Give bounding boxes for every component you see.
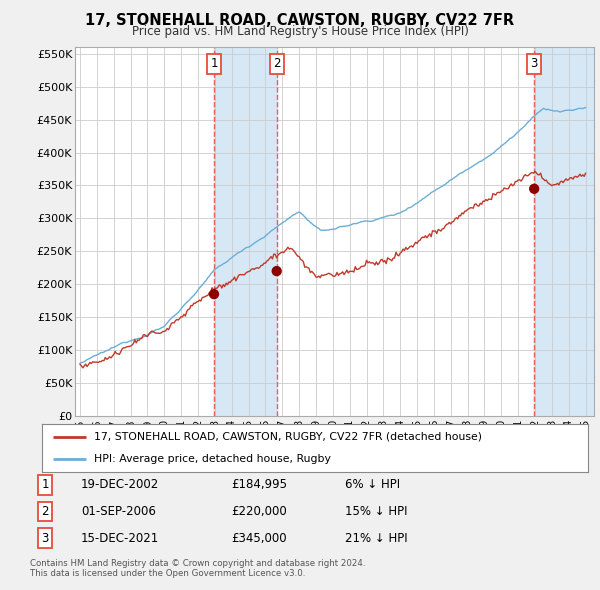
Bar xyxy=(214,47,277,416)
Point xyxy=(529,184,539,194)
Bar xyxy=(534,47,594,416)
Text: 17, STONEHALL ROAD, CAWSTON, RUGBY, CV22 7FR (detached house): 17, STONEHALL ROAD, CAWSTON, RUGBY, CV22… xyxy=(94,432,482,442)
Text: 2: 2 xyxy=(41,505,49,518)
Text: £220,000: £220,000 xyxy=(231,505,287,518)
Text: 15-DEC-2021: 15-DEC-2021 xyxy=(81,532,159,545)
Text: Contains HM Land Registry data © Crown copyright and database right 2024.: Contains HM Land Registry data © Crown c… xyxy=(30,559,365,568)
Text: £345,000: £345,000 xyxy=(231,532,287,545)
Text: 19-DEC-2002: 19-DEC-2002 xyxy=(81,478,159,491)
Text: 1: 1 xyxy=(41,478,49,491)
Point xyxy=(209,290,219,299)
Text: £184,995: £184,995 xyxy=(231,478,287,491)
Text: Price paid vs. HM Land Registry's House Price Index (HPI): Price paid vs. HM Land Registry's House … xyxy=(131,25,469,38)
Point xyxy=(272,266,281,276)
Text: 1: 1 xyxy=(210,57,218,70)
Text: 3: 3 xyxy=(41,532,49,545)
Text: 6% ↓ HPI: 6% ↓ HPI xyxy=(345,478,400,491)
Text: 01-SEP-2006: 01-SEP-2006 xyxy=(81,505,156,518)
Text: This data is licensed under the Open Government Licence v3.0.: This data is licensed under the Open Gov… xyxy=(30,569,305,578)
Text: 2: 2 xyxy=(273,57,280,70)
Text: HPI: Average price, detached house, Rugby: HPI: Average price, detached house, Rugb… xyxy=(94,454,331,464)
Text: 17, STONEHALL ROAD, CAWSTON, RUGBY, CV22 7FR: 17, STONEHALL ROAD, CAWSTON, RUGBY, CV22… xyxy=(85,13,515,28)
Text: 21% ↓ HPI: 21% ↓ HPI xyxy=(345,532,407,545)
Text: 15% ↓ HPI: 15% ↓ HPI xyxy=(345,505,407,518)
Text: 3: 3 xyxy=(530,57,538,70)
